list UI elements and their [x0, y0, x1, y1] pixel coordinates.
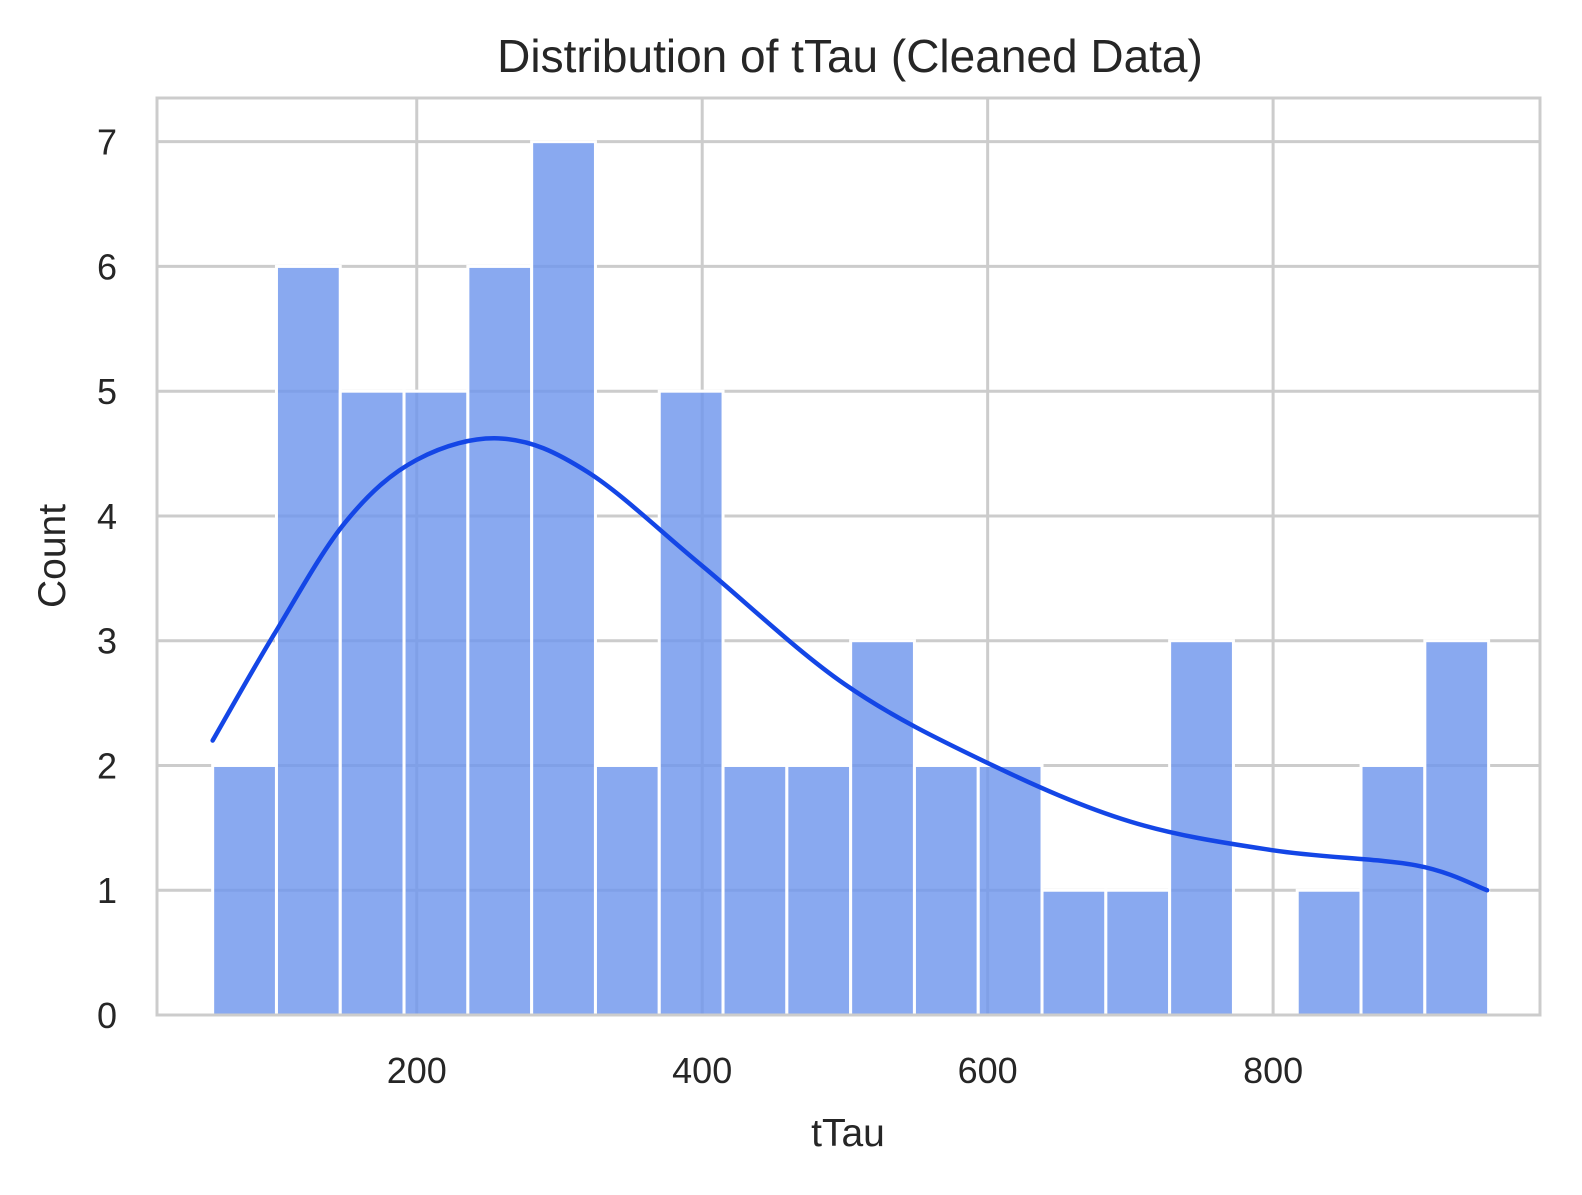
histogram-bar — [530, 140, 597, 1017]
y-tick-label: 4 — [97, 496, 117, 537]
histogram-bar — [1040, 888, 1108, 1017]
histogram-bar — [1295, 888, 1363, 1017]
histogram-bar — [1168, 639, 1235, 1017]
kde-curve-group — [210, 436, 1490, 893]
histogram-bar — [1423, 639, 1491, 1017]
histogram-bar — [402, 389, 470, 1017]
histogram-bar — [849, 639, 916, 1017]
x-tick-label: 600 — [958, 1050, 1018, 1091]
histogram-bar — [593, 763, 661, 1017]
plot-frame — [155, 96, 1542, 1017]
x-axis-label: tTau — [811, 1112, 885, 1155]
y-tick-label: 0 — [97, 995, 117, 1036]
histogram-bar — [976, 763, 1044, 1017]
histogram-bar — [274, 264, 342, 1017]
chart-title: Distribution of tTau (Cleaned Data) — [497, 30, 1203, 82]
histogram-bar — [338, 389, 406, 1017]
y-tick-label: 3 — [97, 621, 117, 662]
y-axis-label: Count — [31, 504, 74, 608]
x-tick-label: 200 — [387, 1050, 447, 1091]
histogram-bar — [785, 763, 853, 1017]
histogram-bar — [211, 763, 278, 1017]
y-tick-label: 6 — [97, 246, 117, 287]
histogram-bar — [1359, 763, 1427, 1017]
y-tick-label: 1 — [97, 870, 117, 911]
x-tick-label: 400 — [672, 1050, 732, 1091]
kde-curve — [210, 436, 1490, 893]
histogram-bar — [1104, 888, 1172, 1017]
histogram-bar — [657, 389, 725, 1017]
histogram-bar — [912, 763, 980, 1017]
x-tick-label: 800 — [1243, 1050, 1303, 1091]
y-tick-label: 7 — [97, 122, 117, 163]
tick-labels: 0 1 2 3 4 5 6 7 200 400 600 800 — [97, 122, 1303, 1091]
histogram-bar — [721, 763, 789, 1017]
y-tick-label: 5 — [97, 371, 117, 412]
y-tick-label: 2 — [97, 745, 117, 786]
histogram-bars — [211, 140, 1491, 1017]
histogram-bar — [466, 264, 534, 1017]
